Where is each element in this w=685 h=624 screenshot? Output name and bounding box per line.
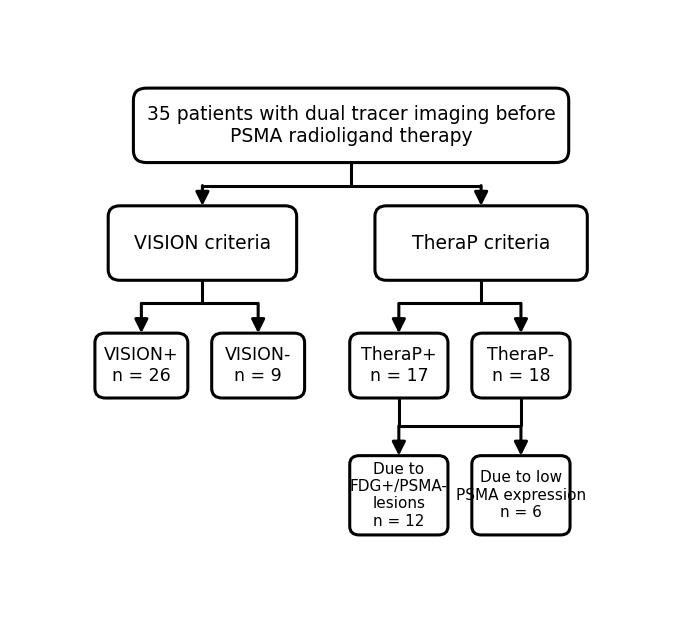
- FancyBboxPatch shape: [350, 456, 448, 535]
- Text: TheraP-
n = 18: TheraP- n = 18: [488, 346, 554, 385]
- FancyBboxPatch shape: [212, 333, 305, 398]
- FancyBboxPatch shape: [134, 88, 569, 163]
- Text: TheraP+
n = 17: TheraP+ n = 17: [361, 346, 436, 385]
- FancyBboxPatch shape: [95, 333, 188, 398]
- Text: Due to
FDG+/PSMA-
lesions
n = 12: Due to FDG+/PSMA- lesions n = 12: [350, 462, 448, 529]
- Text: VISION criteria: VISION criteria: [134, 233, 271, 253]
- Text: 35 patients with dual tracer imaging before
PSMA radioligand therapy: 35 patients with dual tracer imaging bef…: [147, 105, 556, 146]
- Text: Due to low
PSMA expression
n = 6: Due to low PSMA expression n = 6: [456, 470, 586, 520]
- FancyBboxPatch shape: [472, 456, 570, 535]
- Text: TheraP criteria: TheraP criteria: [412, 233, 550, 253]
- FancyBboxPatch shape: [472, 333, 570, 398]
- FancyBboxPatch shape: [375, 206, 587, 280]
- FancyBboxPatch shape: [350, 333, 448, 398]
- FancyBboxPatch shape: [108, 206, 297, 280]
- Text: VISION+
n = 26: VISION+ n = 26: [104, 346, 179, 385]
- Text: VISION-
n = 9: VISION- n = 9: [225, 346, 291, 385]
